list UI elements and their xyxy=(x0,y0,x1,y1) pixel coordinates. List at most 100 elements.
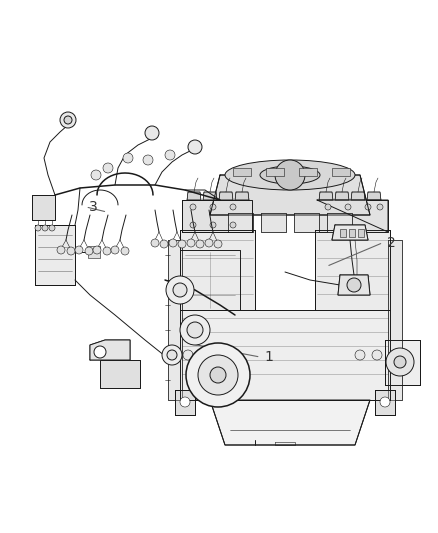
Circle shape xyxy=(186,343,250,407)
Circle shape xyxy=(210,222,216,228)
Circle shape xyxy=(94,346,106,358)
Circle shape xyxy=(188,140,202,154)
Circle shape xyxy=(394,356,406,368)
Circle shape xyxy=(200,350,210,360)
Polygon shape xyxy=(317,200,388,232)
Circle shape xyxy=(380,397,390,407)
Circle shape xyxy=(49,225,55,231)
Circle shape xyxy=(196,240,204,248)
Circle shape xyxy=(64,116,72,124)
Circle shape xyxy=(198,355,238,395)
Circle shape xyxy=(60,112,76,128)
Circle shape xyxy=(75,246,83,254)
Polygon shape xyxy=(210,175,370,215)
Circle shape xyxy=(103,163,113,173)
Polygon shape xyxy=(228,213,253,232)
Circle shape xyxy=(210,367,226,383)
Circle shape xyxy=(111,246,119,254)
Polygon shape xyxy=(335,192,349,200)
Circle shape xyxy=(143,155,153,165)
Bar xyxy=(266,168,284,176)
Circle shape xyxy=(372,350,382,360)
Polygon shape xyxy=(327,213,352,232)
Circle shape xyxy=(103,247,111,255)
Circle shape xyxy=(57,246,65,254)
Polygon shape xyxy=(294,213,319,232)
Bar xyxy=(299,168,317,176)
Circle shape xyxy=(91,170,101,180)
Polygon shape xyxy=(210,400,370,445)
Polygon shape xyxy=(219,192,233,200)
Circle shape xyxy=(365,204,371,210)
Circle shape xyxy=(160,240,168,248)
Circle shape xyxy=(145,126,159,140)
Bar xyxy=(340,229,346,237)
Circle shape xyxy=(210,204,216,210)
Polygon shape xyxy=(175,390,195,415)
Circle shape xyxy=(42,225,48,231)
Polygon shape xyxy=(351,192,365,200)
Text: 3: 3 xyxy=(89,200,98,214)
Circle shape xyxy=(386,348,414,376)
Polygon shape xyxy=(90,340,130,360)
Bar xyxy=(349,229,355,237)
Polygon shape xyxy=(375,390,395,415)
Circle shape xyxy=(169,239,177,247)
Polygon shape xyxy=(338,275,370,295)
Polygon shape xyxy=(388,240,402,400)
Circle shape xyxy=(230,222,236,228)
Polygon shape xyxy=(182,200,252,232)
Circle shape xyxy=(123,153,133,163)
Polygon shape xyxy=(385,340,420,385)
Polygon shape xyxy=(315,230,390,310)
Polygon shape xyxy=(32,195,55,220)
Polygon shape xyxy=(88,246,100,258)
Circle shape xyxy=(165,150,175,160)
Circle shape xyxy=(85,247,93,255)
Circle shape xyxy=(183,350,193,360)
Circle shape xyxy=(93,246,101,254)
Polygon shape xyxy=(261,213,286,232)
Circle shape xyxy=(67,247,75,255)
Circle shape xyxy=(347,278,361,292)
Circle shape xyxy=(180,397,190,407)
Polygon shape xyxy=(235,192,249,200)
Circle shape xyxy=(173,283,187,297)
Polygon shape xyxy=(187,192,201,200)
Circle shape xyxy=(180,315,210,345)
Circle shape xyxy=(190,222,196,228)
Circle shape xyxy=(205,239,213,247)
Circle shape xyxy=(167,350,177,360)
Text: 2: 2 xyxy=(387,236,396,249)
Polygon shape xyxy=(180,310,390,400)
Polygon shape xyxy=(332,225,368,240)
Circle shape xyxy=(35,225,41,231)
Circle shape xyxy=(275,160,305,190)
Circle shape xyxy=(187,239,195,247)
Polygon shape xyxy=(203,192,217,200)
Circle shape xyxy=(178,240,186,248)
Circle shape xyxy=(162,345,182,365)
Polygon shape xyxy=(35,225,75,285)
Circle shape xyxy=(345,204,351,210)
Circle shape xyxy=(214,240,222,248)
Circle shape xyxy=(325,204,331,210)
Circle shape xyxy=(230,204,236,210)
Circle shape xyxy=(121,247,129,255)
Circle shape xyxy=(187,322,203,338)
Bar xyxy=(358,229,364,237)
Circle shape xyxy=(151,239,159,247)
Bar xyxy=(332,168,350,176)
Circle shape xyxy=(377,204,383,210)
Polygon shape xyxy=(180,250,240,310)
Polygon shape xyxy=(319,192,333,200)
Polygon shape xyxy=(367,192,381,200)
Polygon shape xyxy=(100,360,140,388)
Ellipse shape xyxy=(260,166,320,184)
Polygon shape xyxy=(180,230,255,310)
Bar xyxy=(233,168,251,176)
Circle shape xyxy=(166,276,194,304)
Circle shape xyxy=(190,204,196,210)
Polygon shape xyxy=(168,240,182,400)
Ellipse shape xyxy=(225,160,355,190)
